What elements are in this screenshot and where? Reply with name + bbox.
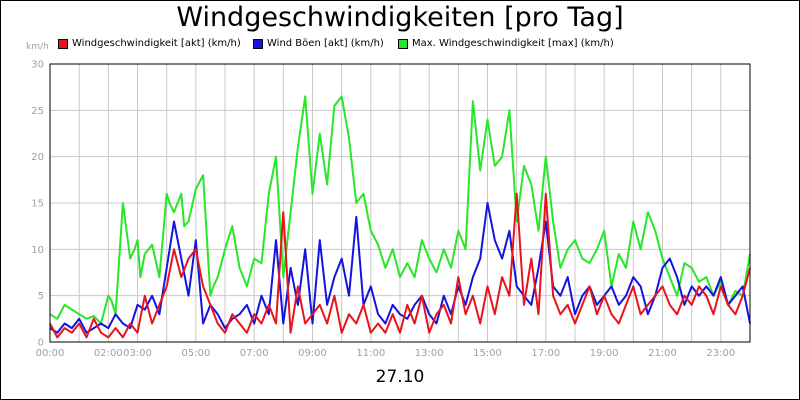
plot-border <box>49 63 751 343</box>
y-tick-label: 0 <box>38 338 44 349</box>
series-line-0 <box>49 95 751 325</box>
x-tick-label: 21:00 <box>648 348 677 359</box>
y-tick-label: 30 <box>31 60 44 71</box>
y-tick-label: 15 <box>31 199 44 210</box>
legend-label-wind-speed: Windgeschwindigkeit [akt] (km/h) <box>72 38 241 49</box>
legend-swatch-wind-speed <box>58 38 68 49</box>
chart-title: Windgeschwindigkeiten [pro Tag] <box>176 2 624 33</box>
y-tick-label: 5 <box>38 291 44 302</box>
legend-label-max-wind: Max. Windgeschwindigkeit [max] (km/h) <box>412 38 614 49</box>
x-tick-label: 23:00 <box>706 348 735 359</box>
x-tick-label: 11:00 <box>356 348 385 359</box>
legend-label-gusts: Wind Böen [akt] (km/h) <box>267 38 384 49</box>
x-tick-label: 19:00 <box>590 348 619 359</box>
x-tick-label: 15:00 <box>473 348 502 359</box>
y-tick-label: 10 <box>31 245 44 256</box>
x-tick-label: 17:00 <box>531 348 560 359</box>
series-line-1 <box>49 202 751 334</box>
date-label: 27.10 <box>375 367 425 387</box>
legend-item-max-wind: Max. Windgeschwindigkeit [max] (km/h) <box>398 38 614 49</box>
y-tick-label: 20 <box>31 152 44 163</box>
x-tick-label: 03:00 <box>123 348 152 359</box>
x-tick-label: 13:00 <box>415 348 444 359</box>
y-tick-label: 25 <box>31 106 44 117</box>
legend-item-gusts: Wind Böen [akt] (km/h) <box>253 38 384 49</box>
x-tick-label: 09:00 <box>298 348 327 359</box>
legend-swatch-max-wind <box>398 38 408 49</box>
series-line-2 <box>49 192 751 339</box>
legend-item-wind-speed: Windgeschwindigkeit [akt] (km/h) <box>58 38 241 49</box>
x-tick-label: 02:00 <box>94 348 123 359</box>
x-tick-label: 07:00 <box>240 348 269 359</box>
y-axis-unit-label: km/h <box>26 42 49 52</box>
legend-swatch-gusts <box>253 38 263 49</box>
x-tick-label: 05:00 <box>181 348 210 359</box>
x-tick-label: 00:00 <box>36 348 65 359</box>
